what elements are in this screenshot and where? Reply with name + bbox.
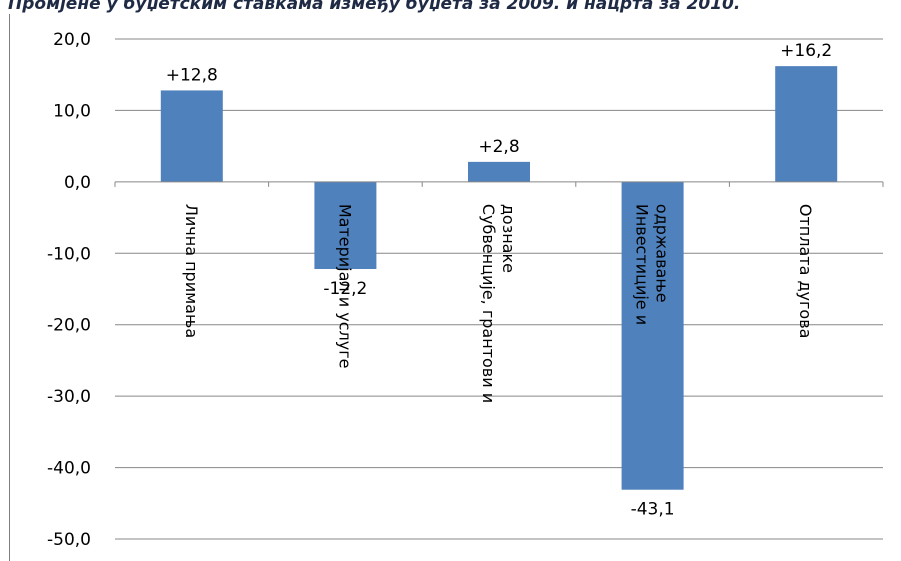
data-label: +12,8: [166, 65, 218, 85]
y-tick-label: -20,0: [47, 316, 91, 336]
data-label: +2,8: [478, 137, 519, 157]
category-label-line: одржавање: [653, 204, 672, 303]
y-tick-label: 10,0: [53, 101, 91, 121]
y-tick-label: 20,0: [53, 30, 91, 50]
bar: [775, 66, 838, 182]
data-label: +16,2: [780, 41, 832, 61]
category-label-line: Инвестиције и: [633, 204, 652, 325]
category-label: Отплата дугова: [796, 204, 815, 339]
y-tick-label: -50,0: [47, 530, 91, 550]
y-axis-tick-labels: 20,0 10,0 0,0 -10,0 -20,0 -30,0 -40,0 -50,0: [47, 30, 91, 550]
category-label: Субвенције, грантови идознаке: [479, 204, 518, 403]
category-label-line: Отплата дугова: [796, 204, 815, 339]
data-labels: +12,8 -12,2 +2,8 -43,1 +16,2: [166, 41, 833, 520]
y-tick-label: -30,0: [47, 387, 91, 407]
x-axis: [114, 181, 884, 187]
category-labels: Лична примања Материјал и услуге Субвенциј…: [182, 204, 815, 403]
category-label: Материјал и услуге: [335, 204, 354, 369]
bar: [468, 161, 530, 182]
bar: [160, 90, 223, 182]
category-label: Инвестиције иодржавање: [633, 204, 672, 325]
bars: [160, 66, 838, 490]
data-label: -12,2: [323, 279, 367, 299]
chart-frame-left-border: [9, 14, 10, 561]
chart-title: Промјене у буџетским ставкама између буџ…: [8, 0, 741, 14]
category-label-line: дознаке: [499, 204, 518, 273]
category-label-line: Лична примања: [182, 204, 201, 338]
y-tick-label: -10,0: [47, 244, 91, 264]
y-tick-label: 0,0: [64, 173, 91, 193]
category-label: Лична примања: [182, 204, 201, 338]
gridlines: [115, 38, 883, 540]
y-tick-label: -40,0: [47, 459, 91, 479]
bar: [621, 181, 684, 490]
data-label: -43,1: [631, 500, 675, 520]
category-label-line: Материјал и услуге: [335, 204, 354, 369]
bar: [314, 181, 377, 269]
category-label-line: Субвенције, грантови и: [479, 204, 498, 403]
